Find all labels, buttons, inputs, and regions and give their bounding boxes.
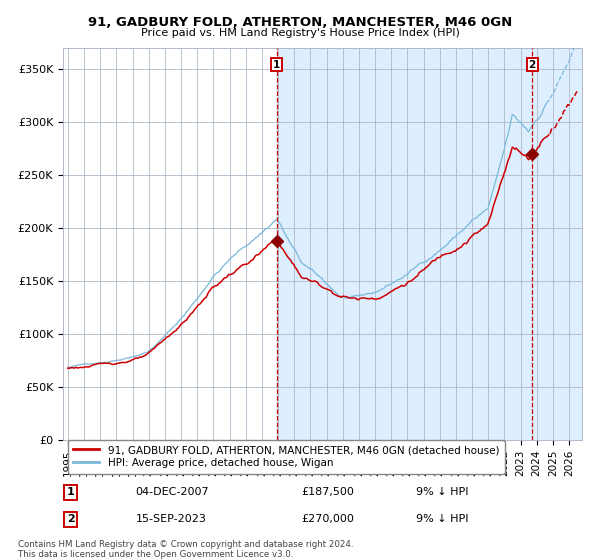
Text: 15-SEP-2023: 15-SEP-2023 bbox=[136, 515, 206, 524]
Bar bbox=[549, 48, 582, 440]
Text: £270,000: £270,000 bbox=[302, 515, 355, 524]
Text: 1: 1 bbox=[67, 487, 74, 497]
Text: Price paid vs. HM Land Registry's House Price Index (HPI): Price paid vs. HM Land Registry's House … bbox=[140, 28, 460, 38]
Text: 9% ↓ HPI: 9% ↓ HPI bbox=[416, 515, 469, 524]
Text: 04-DEC-2007: 04-DEC-2007 bbox=[136, 487, 209, 497]
Text: 91, GADBURY FOLD, ATHERTON, MANCHESTER, M46 0GN: 91, GADBURY FOLD, ATHERTON, MANCHESTER, … bbox=[88, 16, 512, 29]
Text: 9% ↓ HPI: 9% ↓ HPI bbox=[416, 487, 469, 497]
Text: 2: 2 bbox=[67, 515, 74, 524]
Text: £187,500: £187,500 bbox=[302, 487, 355, 497]
Legend: 91, GADBURY FOLD, ATHERTON, MANCHESTER, M46 0GN (detached house), HPI: Average p: 91, GADBURY FOLD, ATHERTON, MANCHESTER, … bbox=[68, 440, 505, 474]
Text: 1: 1 bbox=[273, 59, 280, 69]
Text: Contains HM Land Registry data © Crown copyright and database right 2024.
This d: Contains HM Land Registry data © Crown c… bbox=[18, 540, 353, 559]
Bar bbox=[277, 48, 549, 440]
Text: 2: 2 bbox=[529, 59, 536, 69]
